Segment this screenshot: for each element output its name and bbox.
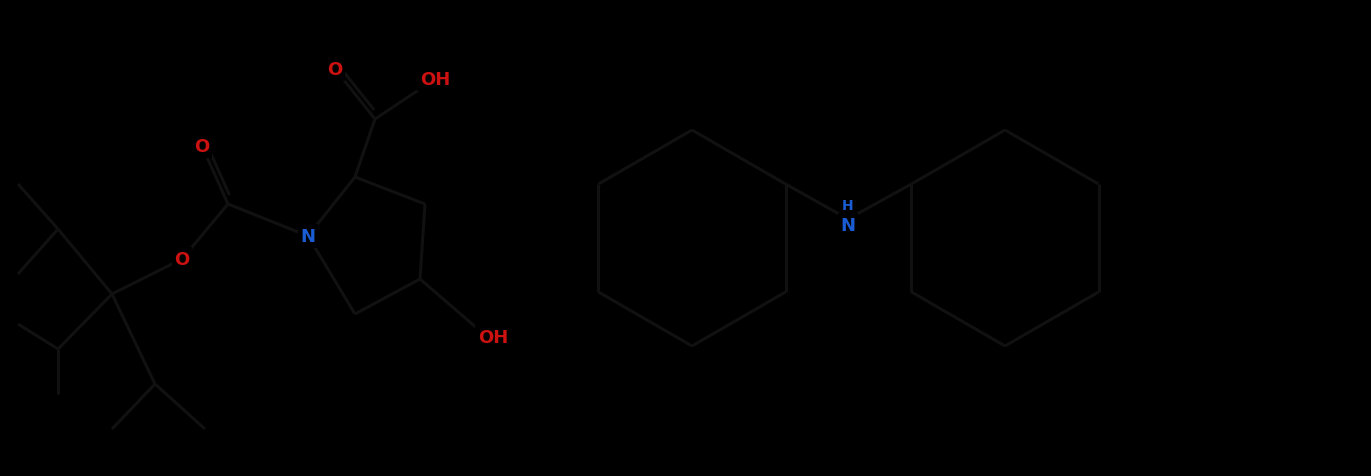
Text: O: O	[174, 250, 189, 268]
Text: N: N	[840, 217, 856, 235]
Text: O: O	[195, 138, 210, 156]
Text: OH: OH	[420, 71, 450, 89]
Text: H: H	[842, 198, 854, 213]
Text: O: O	[328, 61, 343, 79]
Text: N: N	[300, 228, 315, 246]
Text: OH: OH	[478, 328, 509, 346]
